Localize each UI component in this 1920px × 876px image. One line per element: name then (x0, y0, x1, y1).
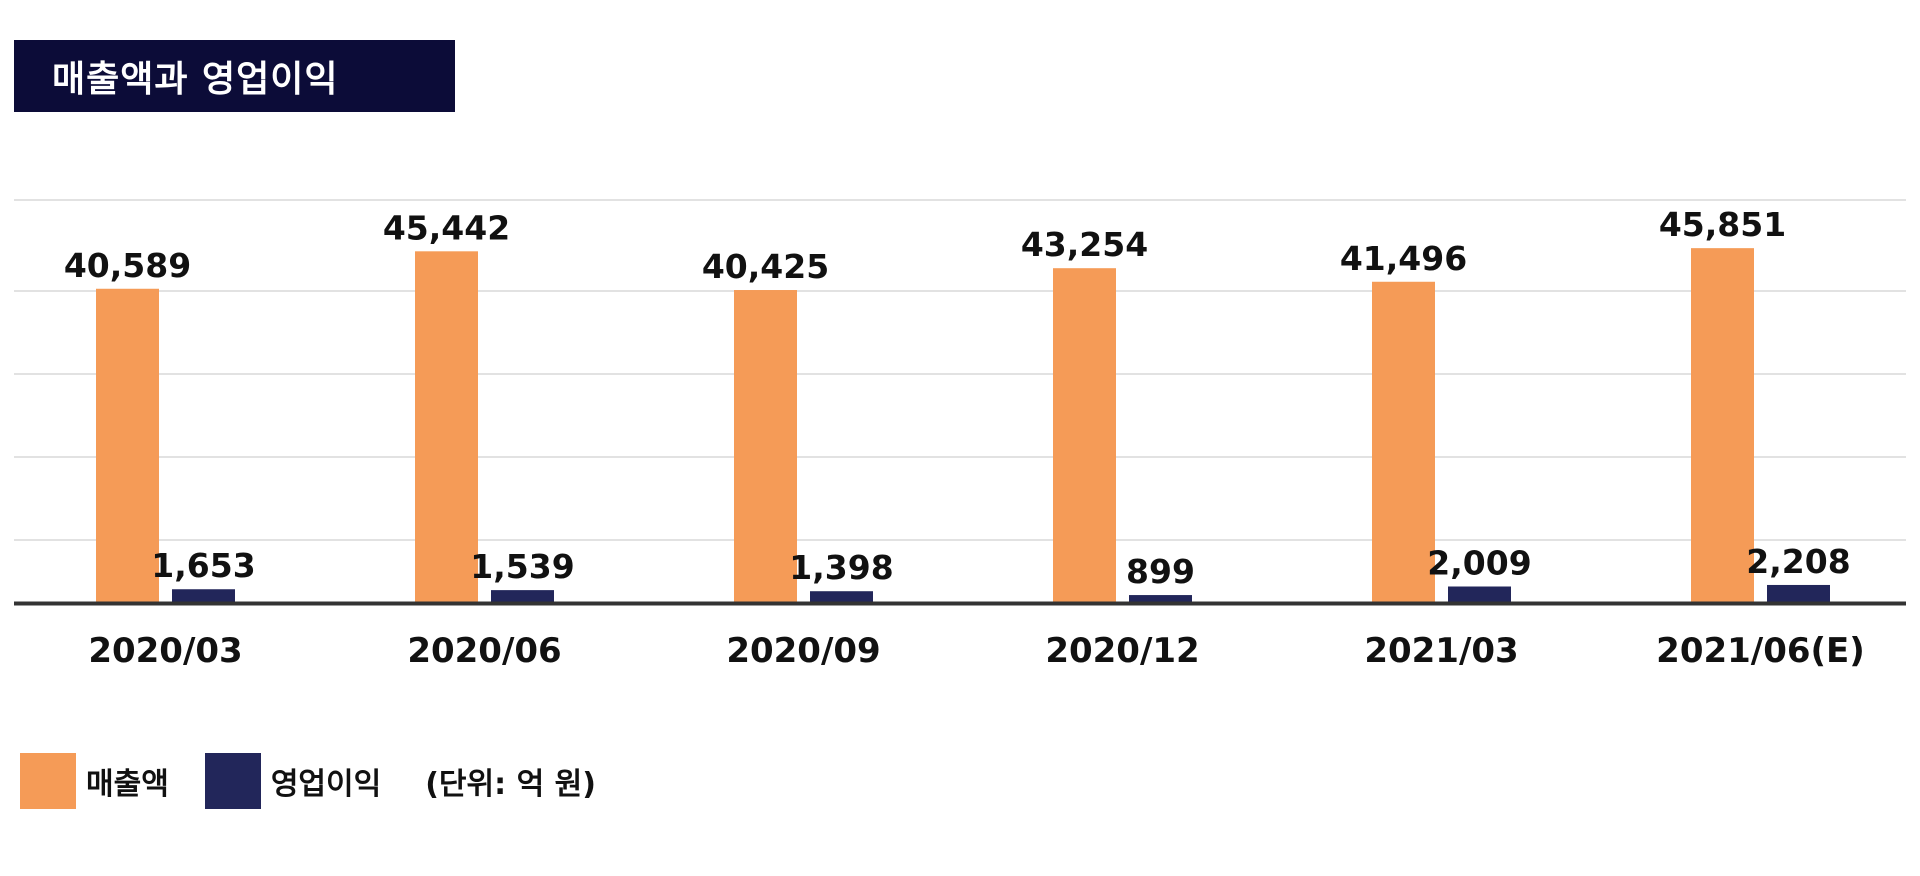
revenue-value-label: 45,442 (383, 208, 510, 247)
chart-title: 매출액과 영업이익 (14, 40, 455, 112)
category-label: 2020/09 (726, 631, 880, 671)
legend-label-revenue: 매출액 (86, 767, 169, 802)
revenue-value-label: 41,496 (1340, 239, 1467, 278)
operating-profit-value-label: 1,398 (789, 548, 893, 587)
category-label: 2021/06(E) (1656, 631, 1865, 671)
category-label: 2020/03 (88, 631, 242, 671)
operating-profit-value-label: 899 (1126, 552, 1195, 591)
category-label: 2020/06 (407, 631, 561, 671)
bars (96, 248, 1830, 602)
category-label: 2021/03 (1364, 631, 1518, 671)
revenue-value-label: 43,254 (1021, 225, 1148, 264)
operating-profit-value-label: 2,208 (1746, 542, 1850, 581)
category-labels: 2020/03 2020/06 2020/09 2020/12 2021/03 2021/… (88, 631, 1865, 671)
unit-note: (단위: 억 원) (425, 767, 596, 802)
value-labels: 40,589 1,653 45,442 1,539 40,425 1,398 43,254 8… (64, 205, 1851, 591)
grid-lines (14, 199, 1906, 541)
revenue-bar (1053, 268, 1116, 602)
legend: 매출액 영업이익 (단위: 억 원) (20, 752, 596, 810)
revenue-bar (734, 290, 797, 602)
revenue-value-label: 40,425 (702, 247, 829, 286)
bar-chart: 40,589 1,653 45,442 1,539 40,425 1,398 43,254 8… (14, 199, 1906, 671)
operating-profit-value-label: 1,539 (470, 547, 574, 586)
revenue-bar (1691, 248, 1754, 602)
operating-profit-bar (810, 591, 873, 602)
legend-label-operating-profit: 영업이익 (270, 767, 382, 802)
legend-swatch-operating-profit (204, 753, 261, 809)
category-label: 2020/12 (1045, 631, 1199, 671)
revenue-value-label: 45,851 (1659, 205, 1786, 244)
revenue-bar (96, 288, 159, 602)
operating-profit-bar (1448, 586, 1511, 602)
operating-profit-value-label: 1,653 (151, 546, 255, 585)
revenue-value-label: 40,589 (64, 246, 191, 285)
operating-profit-value-label: 2,009 (1427, 543, 1531, 582)
legend-swatch-revenue (20, 753, 76, 809)
operating-profit-bar (1129, 595, 1192, 602)
operating-profit-bar (491, 590, 554, 602)
revenue-bar (415, 251, 478, 602)
revenue-bar (1372, 281, 1435, 602)
operating-profit-bar (172, 589, 235, 602)
operating-profit-bar (1767, 584, 1830, 602)
